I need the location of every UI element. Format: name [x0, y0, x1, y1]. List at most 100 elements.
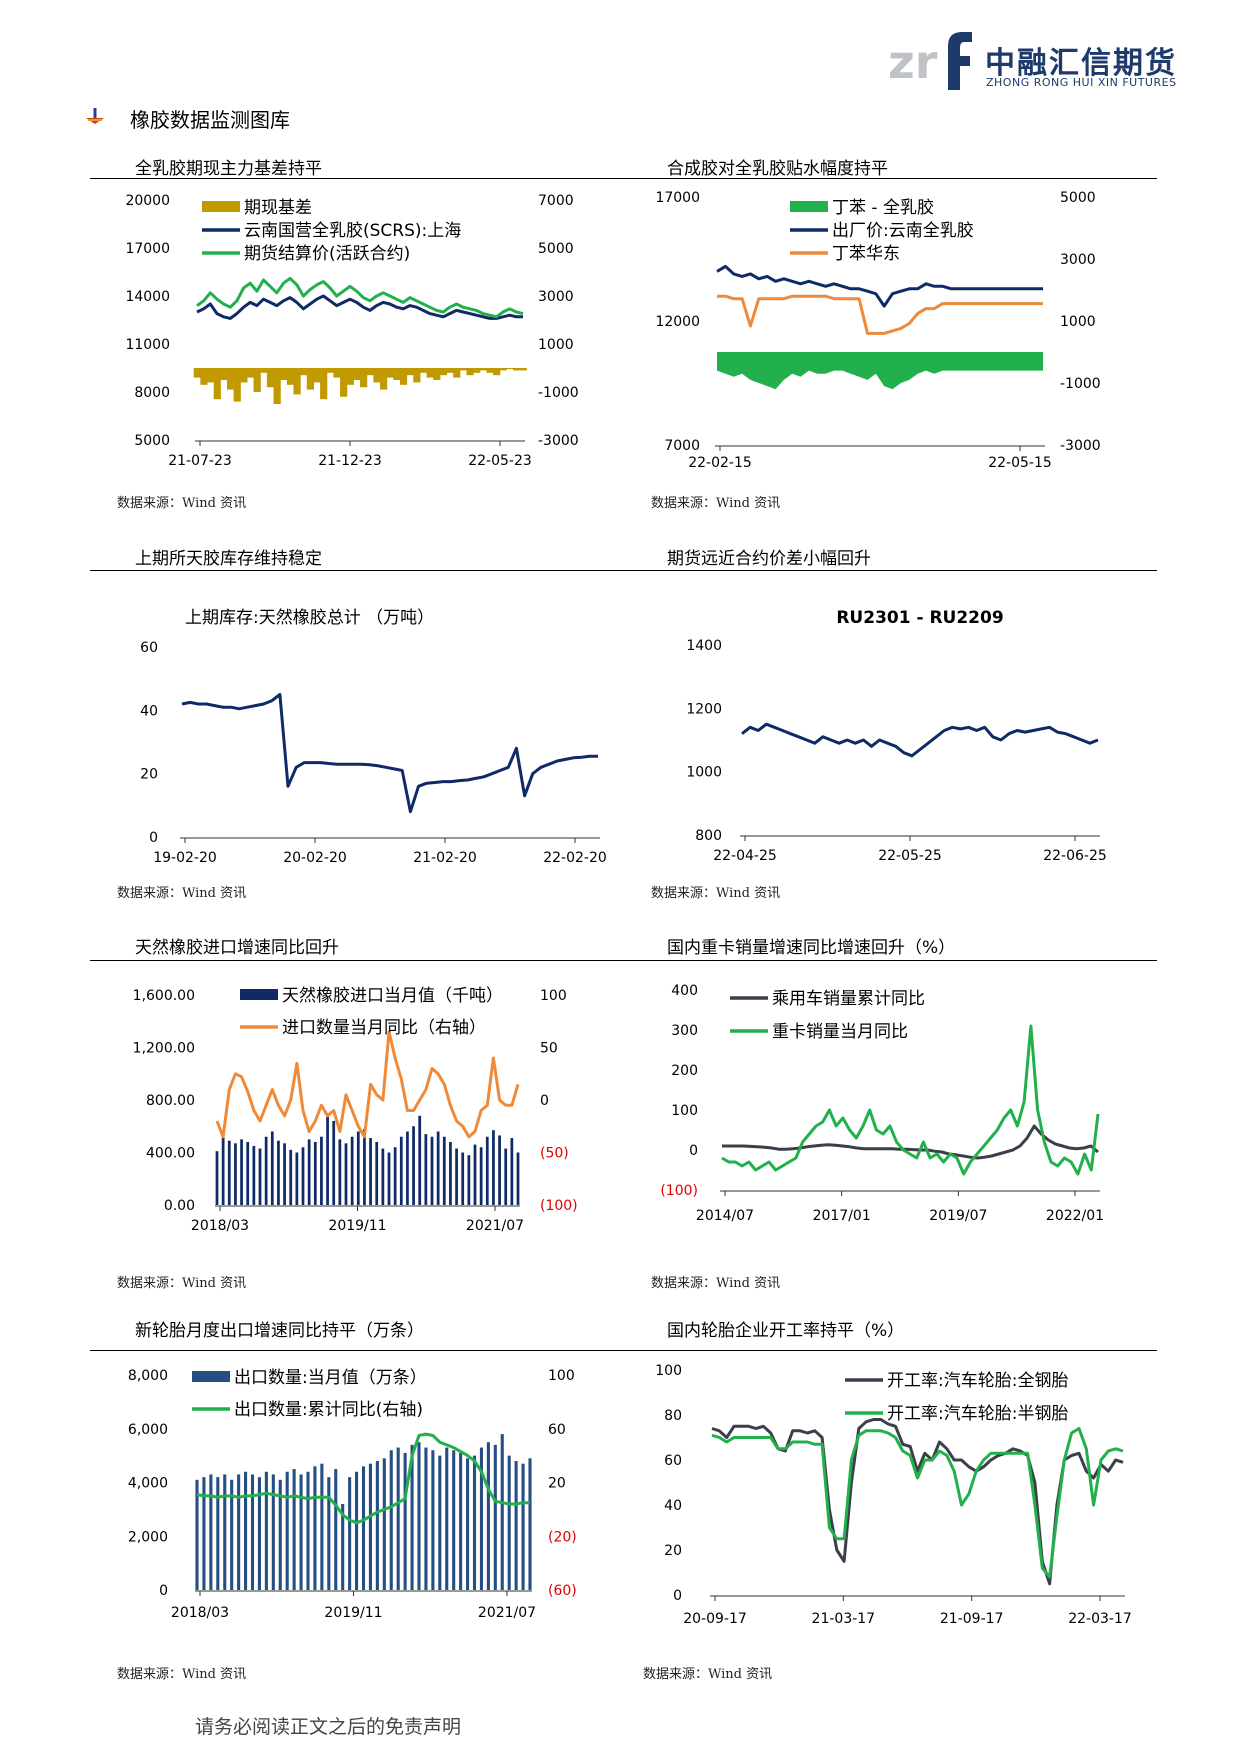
bar — [399, 1136, 403, 1205]
bar — [363, 1128, 366, 1205]
bar — [223, 1474, 227, 1590]
bar — [396, 1447, 400, 1590]
bar — [513, 368, 521, 371]
bar — [519, 368, 527, 371]
line-series — [196, 276, 524, 319]
bar — [403, 1452, 407, 1590]
bar — [258, 1148, 262, 1205]
bar — [277, 1140, 280, 1205]
divider — [90, 960, 1157, 961]
bar — [466, 1458, 470, 1590]
company-logo-icon: zr — [888, 32, 972, 90]
bar — [375, 1142, 379, 1205]
y-tick-label: 20000 — [125, 193, 170, 209]
y-tick-label: 1000 — [686, 765, 722, 781]
bar — [356, 1131, 360, 1205]
bar — [299, 1474, 303, 1590]
chart-rubber-basis: 20000 17000 14000 11000 8000 5000 7000 5000 3000… — [125, 193, 578, 469]
bar — [452, 1450, 456, 1590]
bar — [246, 368, 255, 378]
source-note: 数据来源：Wind 资讯 — [651, 496, 781, 511]
legend-label: 天然橡胶进口当月值（千吨） — [282, 986, 503, 1006]
chart-synthetic-discount: 17000 12000 7000 5000 3000 1000 -1000 -3000 22-0… — [655, 190, 1101, 471]
line-series — [215, 1030, 520, 1139]
bar — [307, 1139, 311, 1205]
y-tick-label: 7000 — [664, 438, 700, 454]
bar — [479, 368, 487, 371]
x-tick-label: 21-07-23 — [168, 453, 232, 469]
bar — [301, 1147, 305, 1205]
bar — [410, 1444, 414, 1590]
bar — [306, 368, 315, 390]
legend-label: 云南国营全乳胶(SCRS):上海 — [244, 221, 461, 241]
y2-tick-label: 1000 — [538, 337, 574, 353]
y-tick-label: 400 — [671, 983, 698, 999]
bar — [348, 1477, 352, 1590]
x-tick-label: 2019/07 — [929, 1208, 987, 1224]
y-tick-label: 4,000 — [128, 1476, 168, 1492]
y2-tick-label: -3000 — [1060, 438, 1101, 454]
panel-title-2: 合成胶对全乳胶贴水幅度持平 — [667, 159, 888, 179]
y-tick-label: (100) — [660, 1183, 698, 1199]
x-tick-label: 22-02-15 — [688, 455, 752, 471]
bar — [379, 368, 388, 390]
y2-tick-label: (20) — [548, 1529, 577, 1545]
bar — [449, 1142, 452, 1205]
x-tick-label: 2018/03 — [191, 1218, 249, 1234]
x-tick-label: 21-02-20 — [413, 850, 477, 866]
y2-tick-label: 50 — [540, 1041, 558, 1057]
bar — [393, 1147, 397, 1205]
bar — [439, 368, 448, 376]
y-tick-label: 17000 — [655, 190, 700, 206]
bar — [373, 368, 381, 383]
y-tick-label: 5000 — [134, 433, 170, 449]
area-series — [717, 352, 1043, 390]
y-tick-label: 1,600.00 — [133, 988, 195, 1004]
bar — [417, 1442, 421, 1590]
bar — [306, 1471, 310, 1590]
bar — [426, 368, 434, 378]
y-tick-label: 300 — [671, 1023, 698, 1039]
y2-tick-label: 100 — [548, 1368, 575, 1384]
bar — [514, 1461, 518, 1590]
bar — [333, 368, 341, 378]
legend-swatch — [202, 201, 240, 212]
bar — [355, 1471, 359, 1590]
bar — [436, 1131, 440, 1205]
y-tick-label: 14000 — [125, 289, 170, 305]
bar — [361, 1466, 366, 1590]
y2-tick-label: 3000 — [1060, 252, 1096, 268]
x-tick-label: 22-06-25 — [1043, 848, 1107, 864]
legend-swatch — [790, 201, 828, 212]
bar — [446, 368, 454, 373]
y2-tick-label: 5000 — [538, 241, 574, 257]
bar — [424, 1134, 428, 1205]
bar — [381, 1148, 385, 1205]
bar — [393, 368, 401, 380]
y-tick-label: 11000 — [125, 337, 170, 353]
bar — [292, 1469, 296, 1590]
bar — [237, 1474, 241, 1590]
bar — [213, 368, 221, 400]
bar — [406, 1131, 409, 1205]
bar — [485, 1136, 489, 1205]
panel-title-7: 新轮胎月度出口增速同比持平（万条） — [135, 1321, 424, 1341]
bar — [479, 1147, 483, 1205]
bar — [510, 1138, 514, 1205]
y-tick-label: 1,200.00 — [133, 1041, 195, 1057]
x-tick-label: 2019/11 — [324, 1605, 382, 1621]
bar — [386, 368, 394, 378]
bar — [295, 1152, 299, 1205]
bar — [486, 368, 494, 373]
bar — [461, 1152, 465, 1205]
bar — [344, 1143, 348, 1205]
bar — [320, 1463, 324, 1590]
legend-label: 期现基差 — [244, 198, 312, 218]
bar — [499, 368, 507, 371]
legend-swatch — [240, 989, 278, 1000]
bar — [473, 1144, 477, 1205]
y2-tick-label: 1000 — [1060, 314, 1096, 330]
y-tick-label: 40 — [140, 703, 158, 719]
bar — [353, 368, 361, 380]
y2-tick-label: -1000 — [1060, 376, 1101, 392]
